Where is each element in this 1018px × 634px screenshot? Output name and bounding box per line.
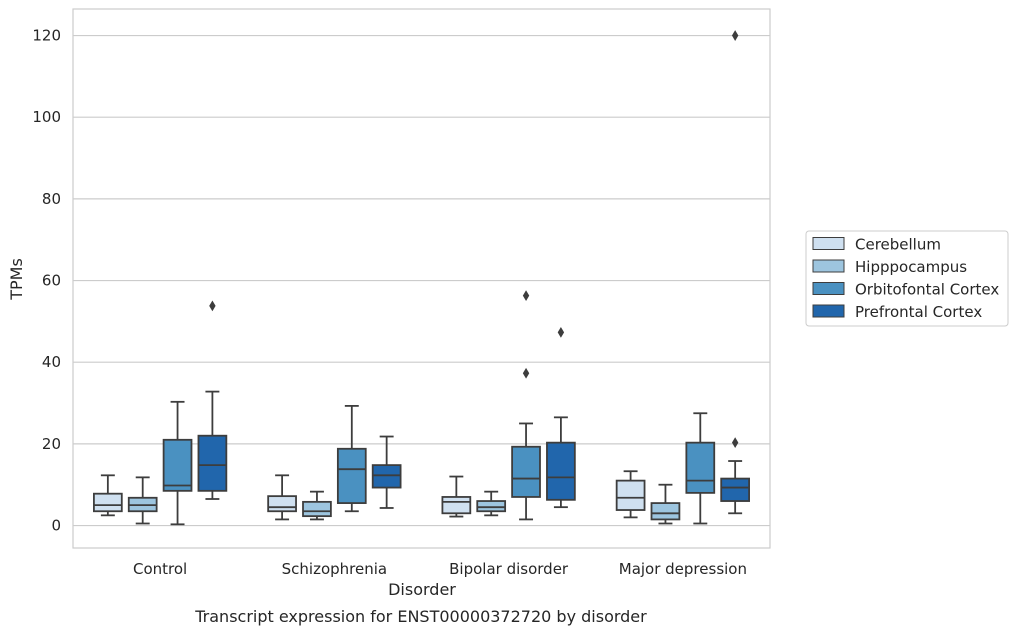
legend-swatch xyxy=(812,282,845,295)
y-tick-label: 60 xyxy=(42,272,61,290)
box-body xyxy=(650,502,681,521)
box-hipppocampus xyxy=(302,490,332,521)
y-tick-label: 80 xyxy=(42,190,61,208)
x-tick-label: Control xyxy=(133,560,187,578)
box-body xyxy=(302,500,332,518)
plot-frame xyxy=(72,8,771,549)
legend-frame xyxy=(805,230,1009,327)
outlier-point xyxy=(522,290,530,302)
legend-swatch xyxy=(812,304,845,318)
legend-label: Prefrontal Cortex xyxy=(855,303,982,321)
x-axis-label: Disorder xyxy=(388,580,456,599)
box-cerebellum xyxy=(93,474,123,517)
box-body xyxy=(336,447,367,504)
outlier-point xyxy=(731,30,739,41)
box-hipppocampus xyxy=(476,490,507,517)
box-cerebellum xyxy=(441,475,472,518)
legend-swatch xyxy=(812,259,845,273)
box-prefrontal-cortex xyxy=(546,327,576,509)
box-body xyxy=(511,445,541,498)
box-body xyxy=(720,477,750,502)
box-body xyxy=(685,441,716,494)
legend-label: Cerebellum xyxy=(855,236,941,254)
x-tick-label: Schizophrenia xyxy=(282,560,387,578)
outlier-point xyxy=(522,367,530,379)
box-orbitofontal-cortex xyxy=(685,412,716,525)
box-cerebellum xyxy=(615,470,646,519)
y-tick-label: 0 xyxy=(51,517,61,535)
y-tick-label: 100 xyxy=(32,108,61,126)
box-cerebellum xyxy=(267,474,297,521)
x-tick-label: Major depression xyxy=(619,560,747,578)
box-prefrontal-cortex xyxy=(197,300,228,500)
box-hipppocampus xyxy=(650,483,681,525)
y-tick-label: 120 xyxy=(32,27,61,45)
y-tick-label: 20 xyxy=(42,435,61,453)
outlier-point xyxy=(731,437,739,449)
box-body xyxy=(441,496,472,515)
legend-label: Orbitofontal Cortex xyxy=(855,281,999,299)
box-body xyxy=(615,479,646,511)
box-body xyxy=(546,441,576,501)
y-tick-label: 40 xyxy=(42,353,61,371)
outlier-point xyxy=(209,300,216,312)
chart-title: Transcript expression for ENST0000037272… xyxy=(194,607,647,626)
box-body xyxy=(267,495,297,513)
box-orbitofontal-cortex xyxy=(511,290,541,521)
box-prefrontal-cortex xyxy=(371,435,402,509)
box-orbitofontal-cortex xyxy=(336,404,367,513)
box-body xyxy=(476,500,507,513)
legend: Cerebellum Hipppocampus Orbitofontal Corte… xyxy=(805,230,1009,327)
box-hipppocampus xyxy=(127,476,158,525)
x-tick-labels: Control Schizophrenia Bipolar disorder Majo… xyxy=(133,560,747,578)
y-axis-label: TPMs xyxy=(7,258,26,301)
plot-marks xyxy=(93,30,750,526)
box-body xyxy=(93,492,123,513)
x-tick-label: Bipolar disorder xyxy=(449,560,569,578)
legend-swatch xyxy=(812,237,845,250)
box-orbitofontal-cortex xyxy=(162,400,193,526)
box-body xyxy=(197,434,228,492)
box-body xyxy=(371,464,402,489)
outlier-point xyxy=(557,327,565,338)
box-body xyxy=(162,438,193,492)
box-prefrontal-cortex xyxy=(720,30,750,515)
legend-label: Hipppocampus xyxy=(855,258,967,276)
y-tick-labels: 0 20 40 60 80 100 120 xyxy=(32,27,61,535)
